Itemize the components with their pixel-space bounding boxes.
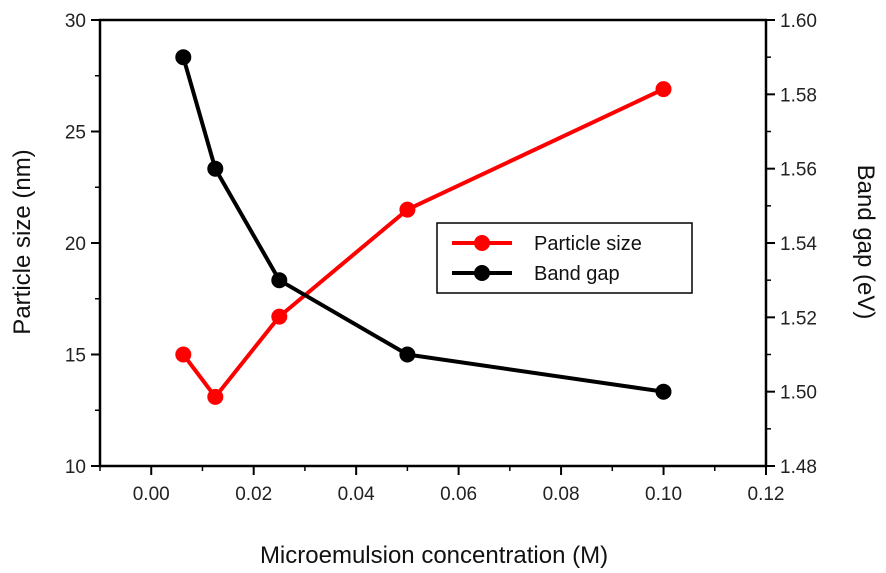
legend-marker-band-gap — [474, 265, 490, 281]
data-point-band-gap — [655, 383, 672, 400]
y-right-tick-label: 1.58 — [780, 85, 817, 106]
x-tick-label: 0.10 — [645, 484, 682, 505]
y-axis-right-title: Band gap (eV) — [852, 165, 879, 320]
x-tick-label: 0.04 — [338, 484, 375, 505]
x-axis-title: Microemulsion concentration (M) — [260, 542, 608, 569]
legend-box — [436, 222, 693, 294]
legend-label-particle-size: Particle size — [534, 233, 642, 255]
y-right-tick-label: 1.48 — [780, 457, 817, 478]
x-tick-label: 0.08 — [543, 484, 580, 505]
x-tick-label: 0.02 — [235, 484, 272, 505]
x-tick-label: 0.06 — [440, 484, 477, 505]
y-left-tick-label: 30 — [65, 11, 86, 32]
data-point-band-gap — [207, 160, 224, 177]
data-point-particle-size — [399, 201, 416, 218]
x-tick-label: 0.00 — [133, 484, 170, 505]
series — [175, 49, 672, 405]
y-left-tick-label: 20 — [65, 234, 86, 255]
y-right-tick-label: 1.54 — [780, 234, 817, 255]
data-point-particle-size — [207, 388, 224, 405]
axes: 0.00 0.02 0.04 0.06 0.08 0.10 0.12 10 15 20 25 30 1.… — [65, 11, 818, 505]
data-point-band-gap — [175, 49, 192, 66]
y-left-tick-label: 15 — [65, 346, 86, 367]
y-right-tick-label: 1.50 — [780, 383, 817, 404]
data-point-particle-size — [271, 308, 288, 325]
x-tick-label: 0.12 — [748, 484, 785, 505]
y-right-tick-label: 1.56 — [780, 160, 817, 181]
legend-label-band-gap: Band gap — [534, 263, 620, 285]
data-point-band-gap — [271, 272, 288, 289]
y-left-tick-label: 25 — [65, 123, 86, 144]
legend-marker-particle-size — [474, 235, 490, 251]
y-right-tick-label: 1.60 — [780, 11, 817, 32]
legend: Particle size Band gap — [436, 222, 693, 294]
y-right-tick-label: 1.52 — [780, 308, 817, 329]
data-point-particle-size — [655, 81, 672, 98]
data-point-band-gap — [399, 346, 416, 363]
y-left-tick-label: 10 — [65, 457, 86, 478]
data-point-particle-size — [175, 346, 192, 363]
y-axis-left-title: Particle size (nm) — [9, 149, 36, 334]
